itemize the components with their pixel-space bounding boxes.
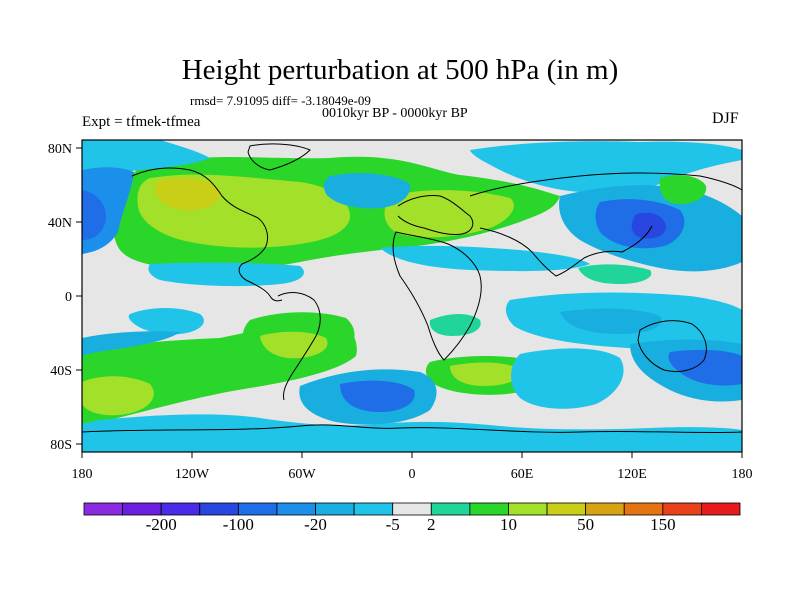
latitude-ticks: 80N 40N 0 40S 80S xyxy=(48,142,82,453)
colorbar-label: -200 xyxy=(145,515,177,534)
colorbar-label: 150 xyxy=(650,515,676,534)
experiment-label: Expt = tfmek-tfmea xyxy=(82,114,201,130)
positive-core-south-america xyxy=(260,331,328,359)
colorbar-swatch xyxy=(160,502,201,516)
negative-core-australia-south xyxy=(668,349,742,386)
colorbar-swatch xyxy=(315,502,355,516)
peak-core-canada xyxy=(155,177,221,211)
period-label: 0010kyr BP - 0000kyr BP xyxy=(322,106,468,121)
lon-tick-label: 180 xyxy=(732,467,753,482)
lon-tick-label: 60W xyxy=(288,467,316,482)
positive-core-south-pacific-west xyxy=(82,376,154,416)
positive-core-europe xyxy=(384,190,514,238)
colorbar-swatch xyxy=(392,502,432,516)
colorbar-label: 2 xyxy=(427,515,436,534)
colorbar-label: -5 xyxy=(385,515,400,534)
season-label: DJF xyxy=(712,110,739,127)
negative-patch-north-atlantic xyxy=(323,173,411,209)
coast-north-america xyxy=(131,167,283,302)
colorbar-swatch xyxy=(199,502,239,516)
coast-north-asia xyxy=(469,172,742,197)
colorbar-swatch xyxy=(276,502,316,516)
map-field xyxy=(82,140,742,452)
coast-africa xyxy=(392,231,482,361)
lon-tick-label: 120E xyxy=(617,467,647,482)
longitude-ticks: 180 120W 60W 0 60E 120E 180 xyxy=(72,452,753,482)
lat-tick-label: 80N xyxy=(48,142,72,157)
negative-band-antarctic xyxy=(82,414,742,452)
negative-band-subtropical-atlantic xyxy=(148,262,304,287)
colorbar-swatch xyxy=(662,502,702,516)
colorbar-label: -20 xyxy=(304,515,327,534)
negative-peak-japan xyxy=(631,212,666,239)
colorbar-swatch xyxy=(353,502,394,516)
colorbar-swatch xyxy=(701,502,741,516)
colorbar-swatch xyxy=(623,502,664,516)
lon-tick-label: 120W xyxy=(175,467,210,482)
positive-core-south-indian xyxy=(450,362,521,386)
negative-core-south-atlantic xyxy=(340,380,415,412)
negative-patch-south-pacific-west xyxy=(82,331,180,356)
coastlines xyxy=(82,143,742,434)
negative-band-subtropical xyxy=(380,245,590,272)
lat-tick-label: 80S xyxy=(50,438,72,453)
lon-tick-label: 0 xyxy=(409,467,416,482)
negative-patch-south-indian-ocean xyxy=(511,348,624,409)
coast-south-asia xyxy=(479,225,653,277)
colorbar-swatch xyxy=(83,502,123,516)
coast-greenland xyxy=(247,143,311,171)
negative-band-siberia xyxy=(470,141,742,194)
colorbar-swatch xyxy=(469,502,509,516)
colorbar xyxy=(83,502,741,516)
colorbar-swatch xyxy=(585,502,625,516)
negative-core-north-pacific-east xyxy=(82,190,106,240)
positive-patch-south-atlantic xyxy=(429,314,481,336)
coast-europe xyxy=(397,195,474,235)
colorbar-label: -100 xyxy=(222,515,254,534)
colorbar-swatch xyxy=(508,502,548,516)
negative-patch-south-pacific-tropics xyxy=(128,308,204,335)
lat-tick-label: 0 xyxy=(65,290,72,305)
coast-australia xyxy=(637,320,707,373)
stats-label: rmsd= 7.91095 diff= -3.18049e-09 xyxy=(190,93,371,108)
map-title: Height perturbation at 500 hPa (in m) xyxy=(181,54,619,86)
positive-patch-kamchatka xyxy=(659,175,707,204)
negative-core-indian-ocean xyxy=(560,308,662,334)
colorbar-swatch xyxy=(237,502,278,516)
coast-antarctica xyxy=(82,424,742,434)
lat-tick-label: 40S xyxy=(50,364,72,379)
colorbar-label: 10 xyxy=(499,515,517,534)
colorbar-label: 50 xyxy=(577,515,595,534)
lon-tick-label: 180 xyxy=(72,467,93,482)
lon-tick-label: 60E xyxy=(511,467,534,482)
colorbar-swatch xyxy=(122,502,162,516)
colorbar-swatch xyxy=(546,502,587,516)
colorbar-swatch xyxy=(430,502,471,516)
coast-south-america xyxy=(277,292,321,401)
lat-tick-label: 40N xyxy=(48,216,72,231)
positive-patch-west-pacific xyxy=(578,264,652,284)
